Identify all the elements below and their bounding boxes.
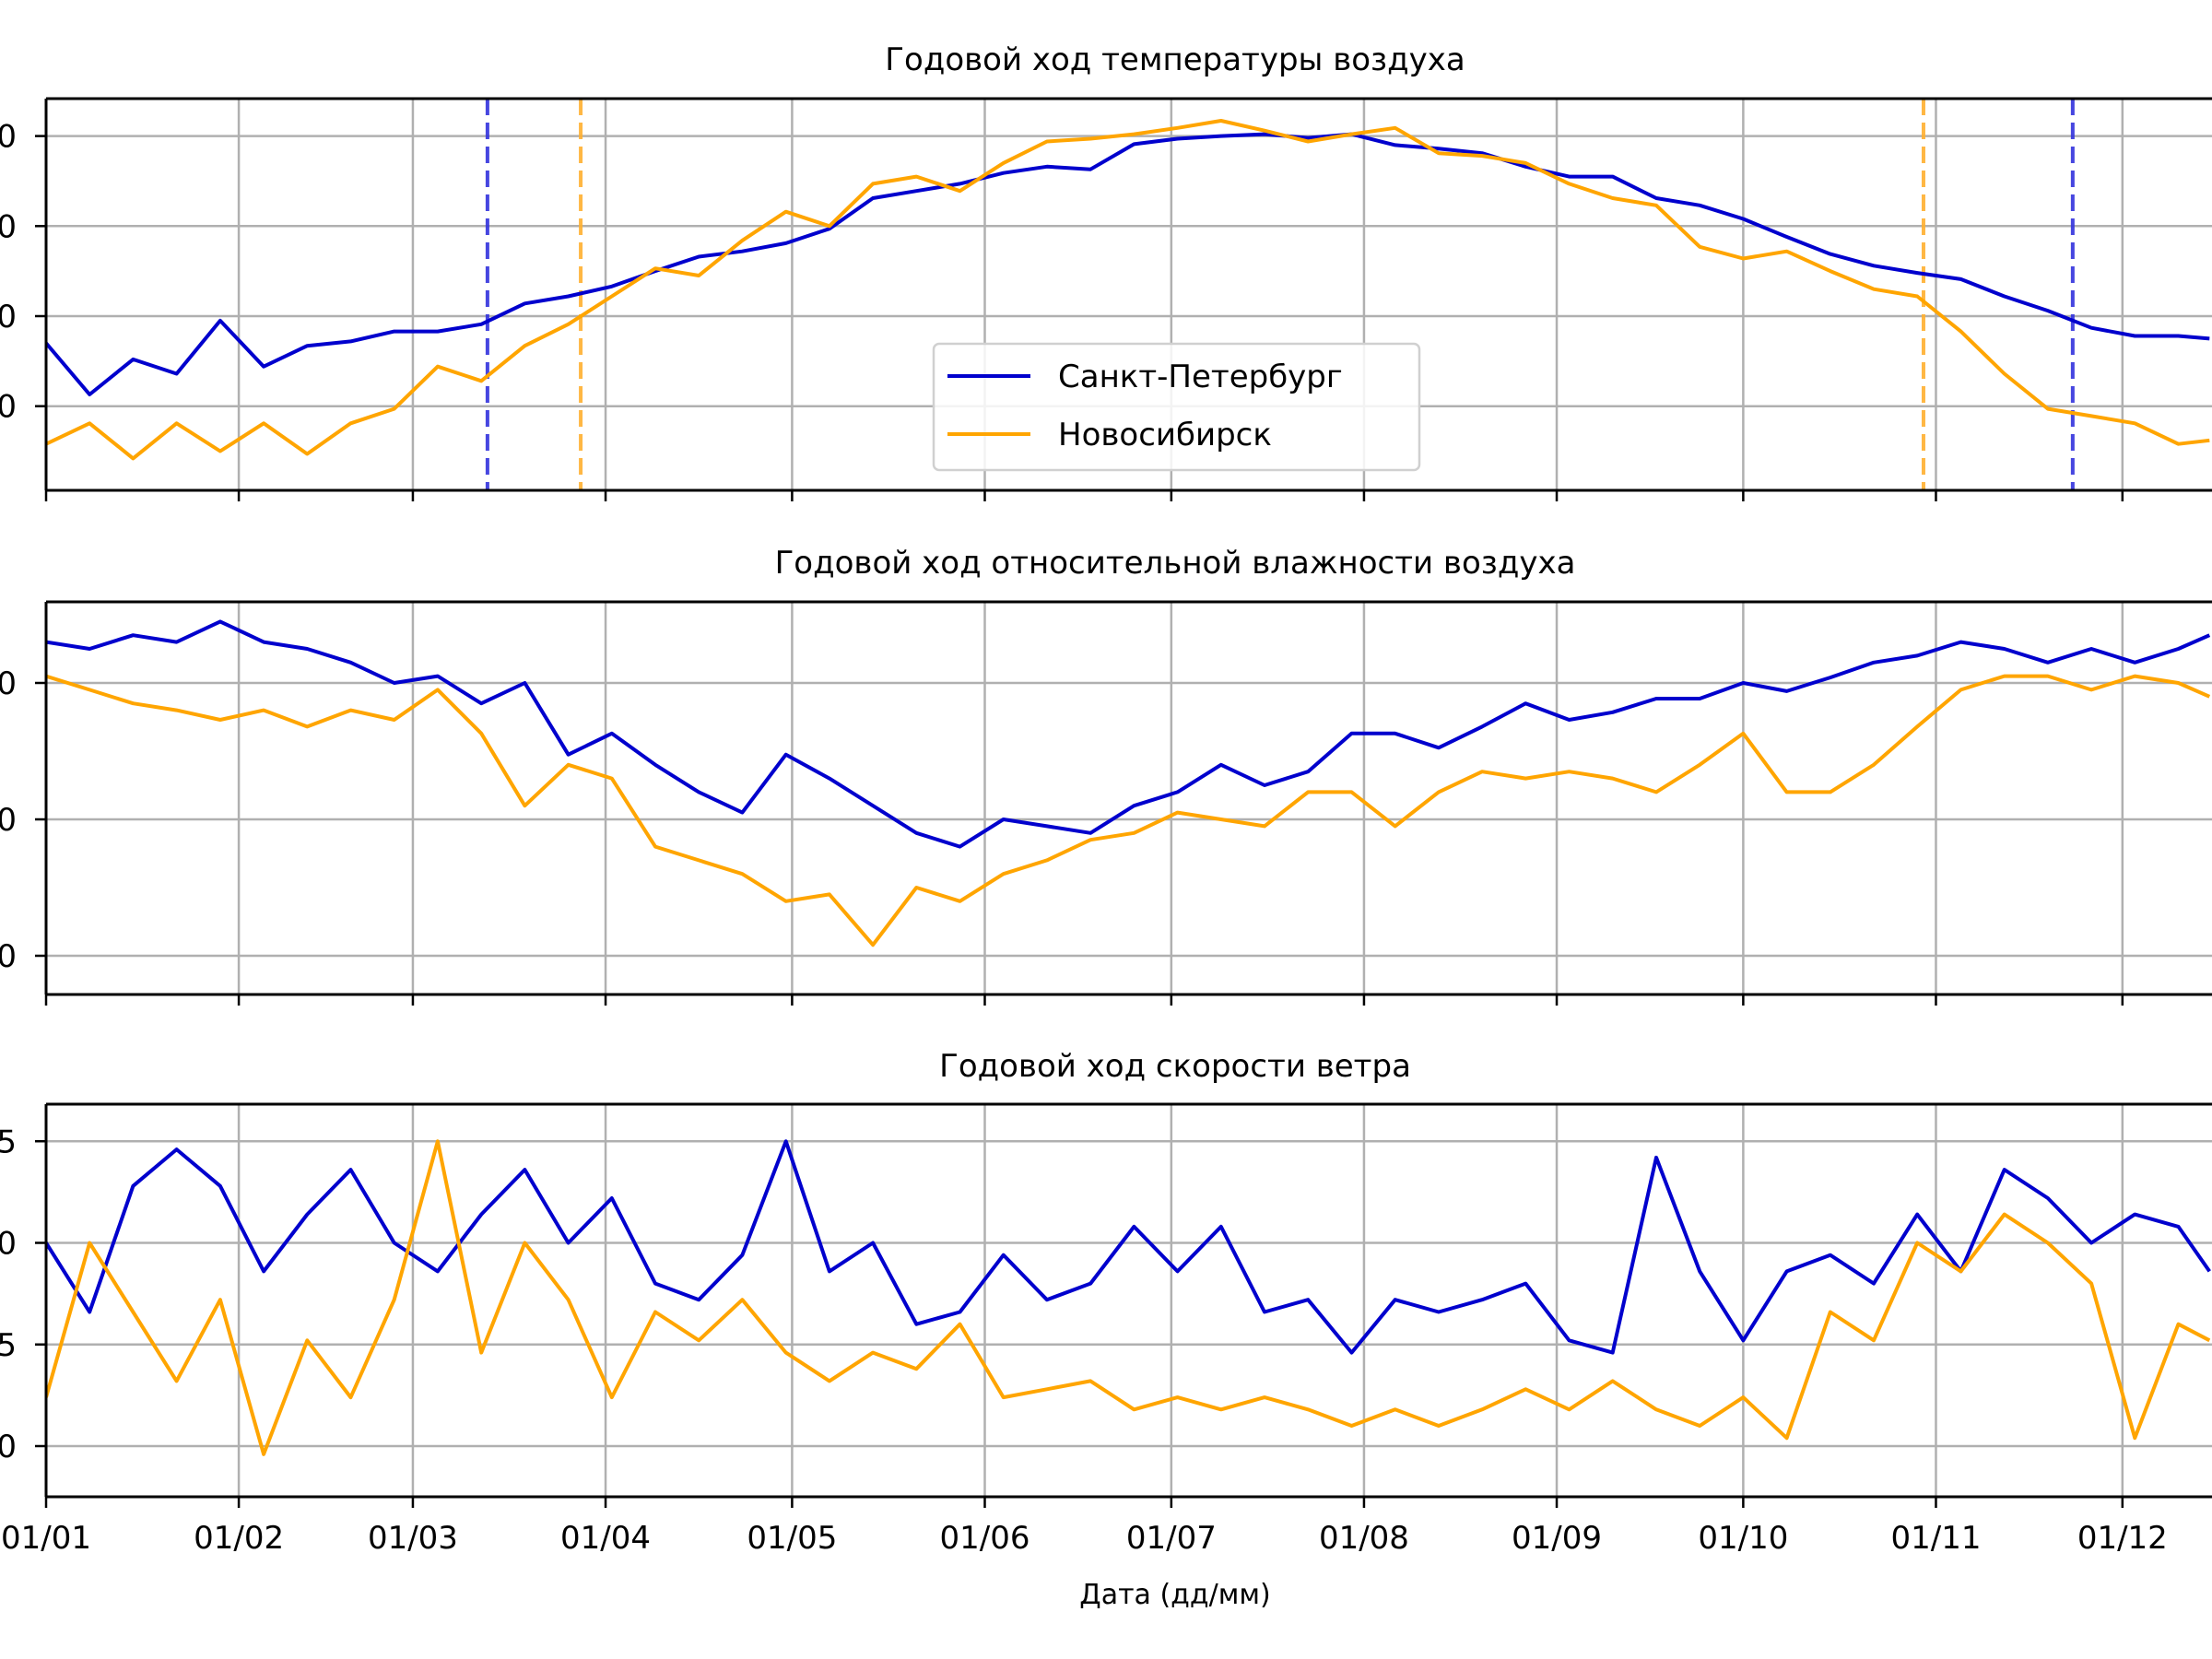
panel-title-temperature: Годовой ход температуры воздуха bbox=[885, 41, 1465, 78]
y-tick-label: 2.5 bbox=[0, 1327, 17, 1364]
panel-title-humidity: Годовой ход относительной влажности возд… bbox=[775, 545, 1576, 582]
legend: Санкт-Петербург Новосибирск bbox=[932, 342, 1421, 472]
series-line-nsk bbox=[46, 1139, 2211, 1456]
x-tick-label: 01/11 bbox=[1890, 1520, 1981, 1557]
y-tick-label: 40 bbox=[0, 938, 17, 975]
series-line-nsk bbox=[46, 674, 2211, 947]
x-tick-label: 01/05 bbox=[747, 1520, 837, 1557]
y-tick-label: 20 bbox=[0, 119, 17, 156]
panel-wind: 01/01 01/02 01/03 01/04 01/05 01/06 01/07 01/08… bbox=[0, 1102, 2212, 1557]
x-tick-label: 01/03 bbox=[368, 1520, 458, 1557]
x-tick-label: 01/12 bbox=[2077, 1520, 2168, 1557]
series-line-spb bbox=[46, 132, 2210, 396]
legend-box bbox=[932, 342, 1421, 472]
x-axis-label: Дата (дд/мм) bbox=[1079, 1579, 1270, 1611]
y-tick-label: -10 bbox=[0, 389, 17, 426]
series-line-spb bbox=[46, 1139, 2211, 1355]
y-tick-label: 5.0 bbox=[0, 1226, 17, 1263]
series-line-nsk bbox=[46, 119, 2210, 461]
panel-title-wind: Годовой ход скорости ветра bbox=[939, 1048, 1411, 1085]
y-tick-label: 10 bbox=[0, 208, 17, 245]
x-tick-label: 01/07 bbox=[1126, 1520, 1217, 1557]
y-tick-label: 7.5 bbox=[0, 1124, 17, 1160]
series-line-spb bbox=[46, 619, 2211, 849]
x-tick-label: 01/09 bbox=[1512, 1520, 1602, 1557]
y-tick-label: 0 bbox=[0, 299, 17, 335]
x-tick-label: 01/01 bbox=[1, 1520, 91, 1557]
y-tick-label: 60 bbox=[0, 802, 17, 839]
y-tick-label: 0.0 bbox=[0, 1429, 17, 1465]
y-tick-label: 80 bbox=[0, 665, 17, 702]
x-tick-label: 01/10 bbox=[1698, 1520, 1788, 1557]
x-tick-label: 01/02 bbox=[194, 1520, 284, 1557]
x-tick-label: 01/08 bbox=[1319, 1520, 1409, 1557]
panel-humidity: 80 60 40 bbox=[0, 600, 2212, 1006]
panel-temperature: 20 10 0 -10 bbox=[0, 97, 2212, 501]
legend-label-spb: Санкт-Петербург bbox=[1058, 359, 1343, 395]
x-tick-label: 01/06 bbox=[940, 1520, 1030, 1557]
x-tick-label: 01/04 bbox=[560, 1520, 651, 1557]
legend-label-nsk: Новосибирск bbox=[1058, 417, 1272, 453]
